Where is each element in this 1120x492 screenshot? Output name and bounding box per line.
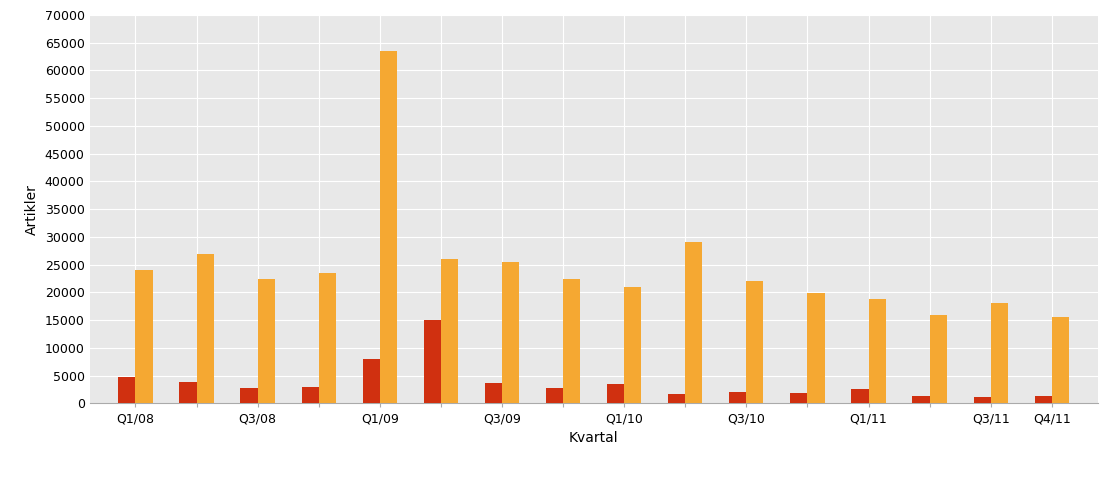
Bar	[563, 278, 580, 403]
Bar	[301, 387, 319, 403]
Y-axis label: Artikler: Artikler	[25, 184, 39, 235]
Bar	[991, 304, 1008, 403]
Bar	[319, 273, 336, 403]
Bar	[380, 51, 396, 403]
Bar	[485, 383, 502, 403]
Bar	[913, 396, 930, 403]
Bar	[258, 278, 274, 403]
Bar	[729, 392, 746, 403]
Bar	[441, 259, 458, 403]
Bar	[241, 389, 258, 403]
Bar	[363, 359, 380, 403]
Bar	[930, 314, 946, 403]
Bar	[791, 393, 808, 403]
Bar	[179, 382, 196, 403]
Bar	[808, 294, 824, 403]
Bar	[685, 243, 702, 403]
Bar	[851, 389, 868, 403]
Bar	[119, 377, 136, 403]
Bar	[868, 299, 886, 403]
Bar	[746, 281, 764, 403]
Bar	[973, 398, 991, 403]
Bar	[624, 287, 642, 403]
Bar	[502, 262, 519, 403]
Bar	[423, 320, 441, 403]
Bar	[1035, 396, 1052, 403]
Bar	[1052, 317, 1068, 403]
Bar	[196, 253, 214, 403]
Bar	[545, 388, 563, 403]
Bar	[136, 270, 152, 403]
Bar	[607, 384, 624, 403]
Bar	[669, 394, 685, 403]
X-axis label: Kvartal: Kvartal	[569, 431, 618, 445]
